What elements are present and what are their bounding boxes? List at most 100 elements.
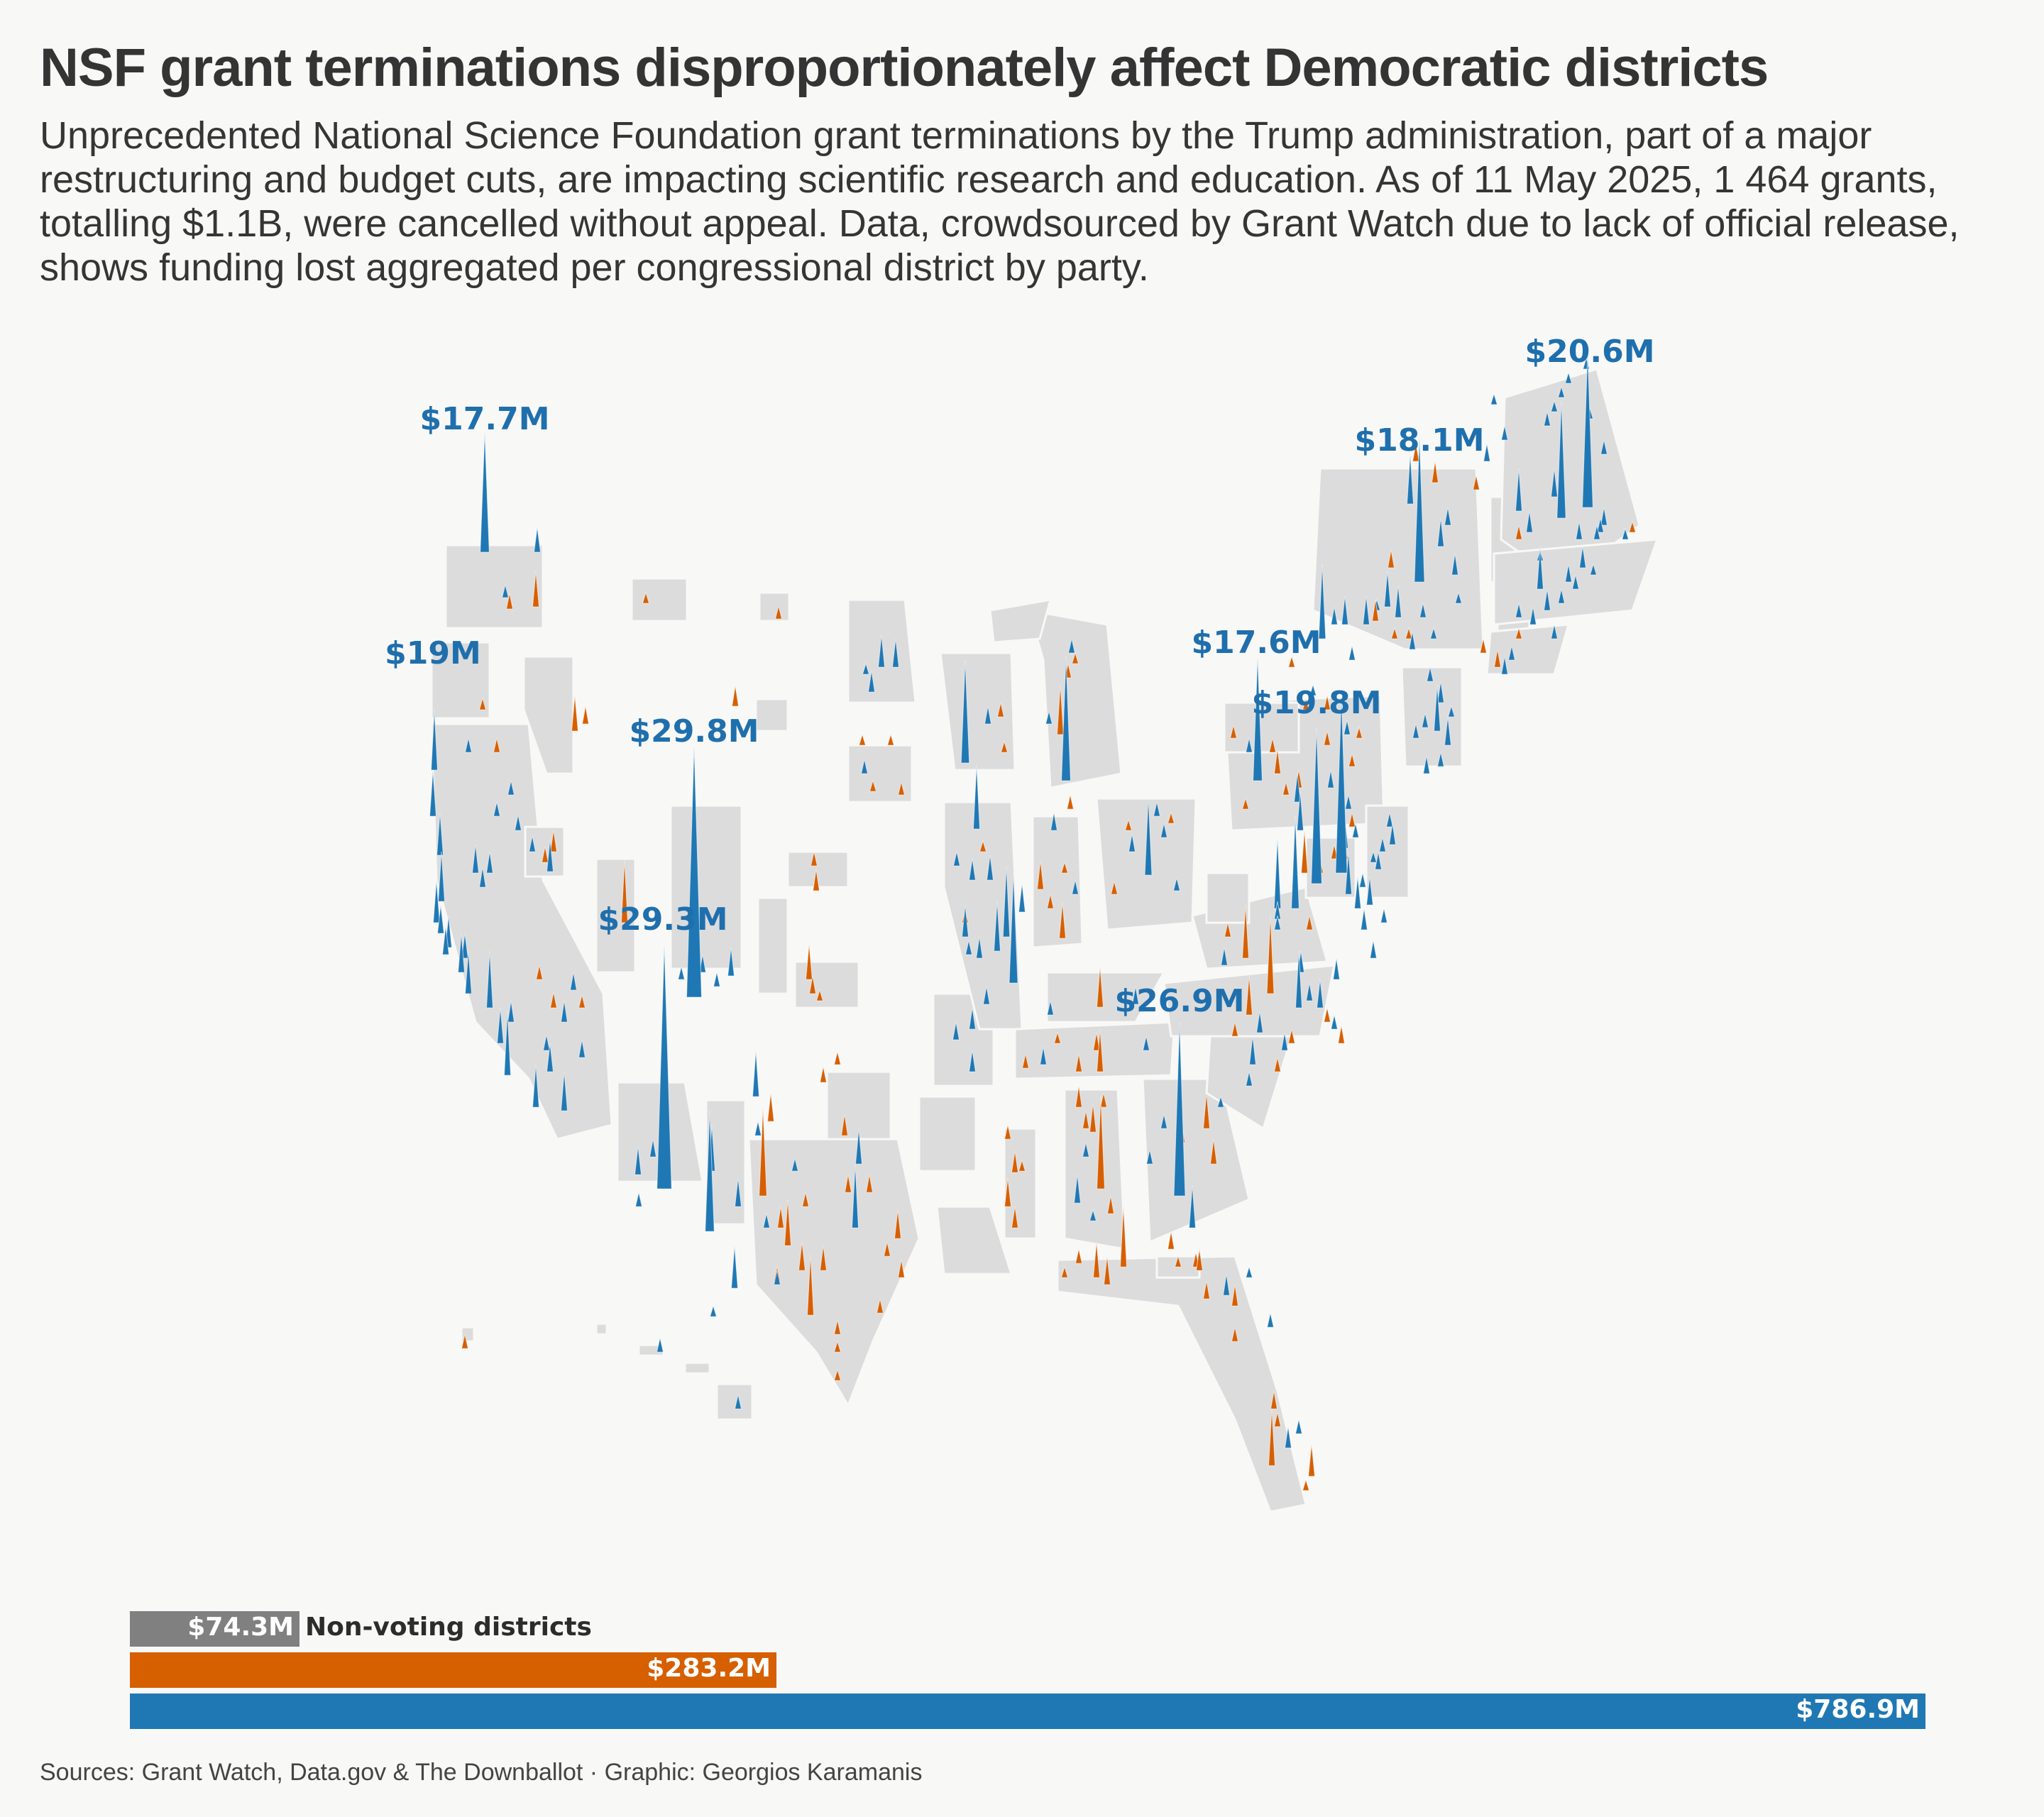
democratic-district-spike: [1374, 851, 1383, 870]
democratic-district-spike: [1600, 507, 1608, 526]
democratic-total-bar: $786.9M: [130, 1694, 1925, 1729]
democratic-district-spike: [1564, 371, 1573, 384]
democratic-district-spike: [507, 1000, 515, 1023]
republican-district-spike: [731, 685, 740, 707]
republican-district-spike: [1124, 818, 1133, 831]
democratic-district-spike: [1483, 443, 1491, 462]
republican-district-spike: [1096, 1028, 1104, 1072]
democratic-district-spike: [1369, 850, 1378, 863]
republican-district-spike: [1060, 861, 1069, 874]
democratic-district-spike: [1071, 879, 1079, 895]
democratic-district-spike: [1332, 957, 1341, 980]
democratic-district-spike: [1061, 656, 1071, 781]
democratic-district-spike: [1447, 705, 1456, 718]
democratic-district-spike: [1436, 517, 1445, 547]
spike-callout-label: $26.9M: [1115, 983, 1245, 1019]
democratic-district-spike: [1050, 812, 1058, 831]
democratic-district-spike: [730, 1245, 739, 1289]
republican-district-spike: [1021, 1053, 1030, 1069]
democratic-district-spike: [986, 855, 994, 881]
state-shapes: [430, 368, 1659, 1513]
democratic-district-spike: [1500, 425, 1509, 441]
democratic-district-spike: [860, 759, 869, 774]
democratic-district-spike: [1222, 1273, 1231, 1296]
republican-district-spike: [1011, 1151, 1019, 1173]
state-shape-hawaii-5: [715, 1383, 754, 1421]
democratic-district-spike: [984, 706, 992, 725]
state-shape-california: [430, 723, 613, 1141]
democratic-district-spike: [1009, 872, 1018, 984]
democratic-district-spike: [1436, 752, 1445, 767]
democratic-district-spike: [430, 709, 439, 771]
democratic-district-spike: [1451, 553, 1459, 576]
spike-callouts: $17.7M $19M $29.8M $29.3M $26.9M $17.6M $19.8M…: [385, 334, 1654, 1019]
chart-subtitle: Unprecedented National Science Foundatio…: [40, 114, 1960, 289]
democratic-district-spike: [1507, 645, 1516, 661]
republican-district-spike: [1110, 881, 1119, 895]
republican-district-spike: [776, 1206, 785, 1229]
republican-district-spike: [979, 840, 987, 852]
republican-district-spike: [1106, 1195, 1115, 1214]
republican-district-spike: [833, 1051, 842, 1065]
democratic-district-spike: [877, 635, 886, 668]
state-shape-hawaii-3: [637, 1344, 665, 1357]
republican-district-spike: [759, 1107, 767, 1197]
republican-district-spike: [535, 965, 544, 980]
non-voting-total-bar: $74.3M: [130, 1611, 300, 1647]
republican-district-spike: [1348, 753, 1356, 767]
republican-district-spike: [1302, 1478, 1310, 1491]
republican-district-spike: [833, 1319, 842, 1335]
democratic-district-spike: [1596, 517, 1605, 533]
state-shape-wisconsin: [939, 652, 1016, 772]
republican-district-spike: [1036, 860, 1045, 890]
republican-district-spike: [1287, 1028, 1296, 1044]
democratic-district-spike: [1571, 574, 1580, 590]
republican-district-spike: [1075, 1053, 1083, 1072]
republican-district-spike: [1282, 781, 1290, 796]
democratic-district-spike: [1515, 468, 1523, 512]
democratic-district-spike: [441, 926, 450, 955]
democratic-district-spike: [1245, 1266, 1253, 1278]
republican-district-spike: [819, 1066, 828, 1083]
democratic-district-spike: [1543, 411, 1551, 427]
democratic-district-spike: [1311, 727, 1322, 884]
republican-district-spike: [784, 1199, 792, 1246]
democratic-district-spike: [972, 764, 981, 830]
democratic-district-spike: [1351, 823, 1360, 838]
democratic-district-spike: [1067, 638, 1076, 654]
republican-district-spike: [1075, 1248, 1083, 1264]
republican-total-label: $283.2M: [647, 1654, 771, 1683]
democratic-district-spike: [1444, 507, 1452, 526]
democratic-district-spike: [480, 431, 490, 553]
democratic-district-spike: [1291, 816, 1300, 909]
democratic-district-spike: [1045, 710, 1053, 725]
republican-district-spike: [1231, 1021, 1239, 1037]
democratic-district-spike: [485, 851, 494, 874]
state-shape-west-virginia: [1205, 872, 1251, 924]
republican-district-spike: [1270, 1390, 1278, 1410]
republican-district-spike: [869, 779, 877, 792]
democratic-district-spike: [1550, 624, 1559, 639]
republican-district-spike: [1167, 811, 1175, 824]
state-shape-texas: [747, 1138, 921, 1408]
democratic-district-spike: [1245, 1071, 1253, 1087]
district-spikes: [429, 351, 1637, 1491]
democratic-district-spike: [493, 801, 501, 817]
democratic-district-spike: [1188, 1185, 1197, 1229]
democratic-district-spike: [1082, 1142, 1090, 1158]
democratic-district-spike: [1295, 950, 1303, 1009]
state-shape-wyoming: [758, 591, 791, 622]
democratic-district-spike: [1564, 564, 1573, 583]
democratic-district-spike: [1394, 585, 1402, 618]
democratic-district-spike: [1284, 1426, 1292, 1449]
republican-district-spike: [1231, 1284, 1239, 1307]
republican-district-spike: [1000, 740, 1009, 753]
democratic-district-spike: [1296, 791, 1304, 831]
democratic-district-spike: [982, 986, 991, 1005]
republican-district-spike: [1231, 1327, 1239, 1342]
state-shape-kentucky: [1045, 971, 1166, 1023]
state-shape-alabama: [1063, 1088, 1126, 1251]
republican-district-spike: [996, 702, 1005, 718]
spike-callout-label: $19M: [385, 635, 481, 671]
democratic-district-spike: [1089, 1209, 1097, 1222]
